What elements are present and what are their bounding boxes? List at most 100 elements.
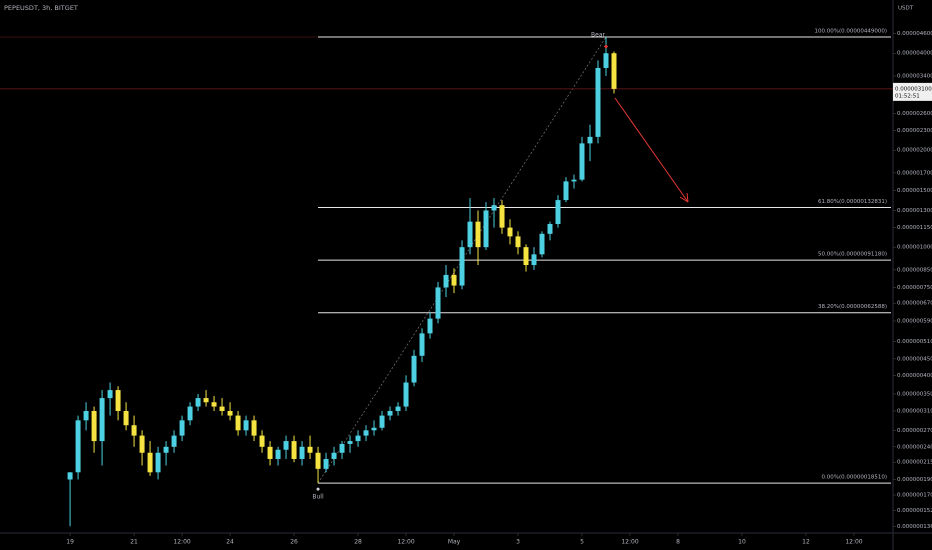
y-tick-label: 0.00000059000 [897,318,932,324]
arrow-shaft [614,97,689,203]
price-unit: USDT [898,6,914,12]
arrow-head [679,192,689,203]
candle-body [123,410,129,426]
candle-body [291,441,297,459]
y-tick-label: 0.00000115000 [897,225,932,231]
candle-body [163,446,169,453]
candle-body [323,458,329,469]
candle-body [139,435,145,453]
candle-body [451,274,457,286]
candle-body [283,441,289,450]
candle-body [579,143,585,180]
candle-body [347,441,353,444]
x-tick-label: 24 [226,539,234,546]
y-tick-label: 0.00000067000 [897,301,932,307]
candle-body [435,287,441,319]
y-tick-label: 0.00000100000 [897,245,932,251]
candle-body [83,410,89,421]
candle-body [115,390,121,411]
candle-body [299,446,305,459]
x-tick-label: 12:00 [845,539,862,546]
y-tick-label: 0.00000035000 [897,392,932,398]
bull-marker [316,487,320,491]
candle-body [531,254,537,266]
candle-body [107,390,113,399]
fib-level-label: 61.80%(0.00000132831) [818,199,887,205]
candle-body [515,236,521,248]
candle-body [331,452,337,459]
y-tick-label: 0.00000400000 [897,51,932,57]
candle-body [387,410,393,416]
projection-arrow [614,97,689,203]
y-tick-label: 0.00000075000 [897,285,932,291]
fib-level-label: 0.00%(0.00000018510) [821,475,887,481]
x-tick-label: 12:00 [621,539,638,546]
candle-body [195,398,201,407]
countdown-label: 01:52:51 [895,93,920,99]
x-tick-label: 10 [738,539,746,546]
fib-level-label: 100.00%(0.00000449000) [814,29,887,35]
y-tick-label: 0.00000017000 [897,493,932,499]
bear-label: Bear [591,32,605,39]
candle-body [547,224,553,234]
candle-body [419,333,425,356]
y-tick-label: 0.00000040000 [897,373,932,379]
y-tick-label: 0.00000024000 [897,444,932,450]
last-price-tag [893,82,932,101]
candle-body [155,452,161,473]
candle-body [475,221,481,248]
candle-body [251,420,257,436]
candle-body [99,398,105,442]
candle-body [307,446,313,453]
candle-body [267,446,273,459]
candle-body [523,247,529,266]
candle-body [555,200,561,225]
candle-body [411,355,417,383]
y-tick-label: 0.00000340000 [897,73,932,79]
candle-body [587,136,593,144]
candle-body [467,221,473,248]
x-tick-label: 8 [676,539,680,546]
candle-body [67,472,73,480]
candle-body [235,415,241,431]
y-tick-label: 0.00000130000 [897,208,932,214]
x-tick-label: May [448,539,461,546]
candle-body [179,420,185,436]
candle-body [395,406,401,411]
last-price-label: 0.00000310000 [895,86,932,92]
candle-body [339,443,345,453]
fib-level-label: 50.00%(0.00000091180) [818,252,887,258]
candle-body [275,449,281,459]
candle-body [259,435,265,447]
candle-body [187,406,193,421]
candle-body [91,410,97,442]
candle-body [147,452,153,473]
candle-body [203,398,209,403]
candle-body [507,227,513,237]
candle-body [483,210,489,248]
y-tick-label: 0.00000031000 [897,408,932,414]
candle-body [427,318,433,334]
candle-body [379,415,385,428]
candle-body [539,233,545,255]
x-tick-label: 12:00 [173,539,190,546]
candle-body [355,435,361,442]
fib-level-label: 38.20%(0.00000062588) [818,304,887,310]
candle-body [243,420,249,431]
candle-body [219,406,225,411]
y-tick-label: 0.00000013600 [897,524,932,530]
y-tick-label: 0.00000460000 [897,31,932,37]
y-tick-label: 0.00000150000 [897,188,932,194]
x-tick-label: 19 [66,539,74,546]
y-tick-label: 0.00000019000 [897,477,932,483]
y-tick-label: 0.00000170000 [897,170,932,176]
candle-body [443,274,449,288]
candle-body [171,435,177,447]
candle-body [595,67,601,137]
candle-body [371,427,377,431]
candle-body [211,402,217,407]
candle-body [563,181,569,201]
y-tick-label: 0.00000260000 [897,111,932,117]
x-tick-label: 12:00 [397,539,414,546]
